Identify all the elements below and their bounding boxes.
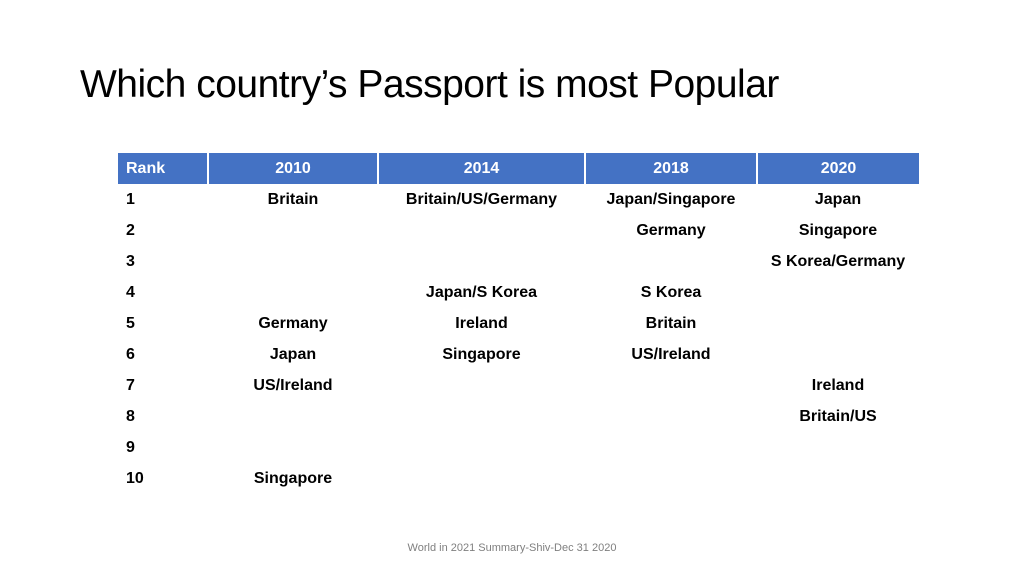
cell-2018: Japan/Singapore (606, 190, 736, 208)
table-row: 7 US/Ireland Ireland (118, 371, 919, 402)
table-row: 5 Germany Ireland Britain (118, 308, 919, 339)
cell-2010 (208, 433, 378, 464)
cell-2020 (757, 277, 919, 308)
cell-2020: Singapore (798, 221, 878, 239)
cell-2018: Britain (645, 314, 697, 332)
header-rank: Rank (118, 153, 209, 184)
table-row: 1 Britain Britain/US/Germany Japan/Singapor… (118, 184, 919, 215)
cell-2010: Britain (267, 190, 319, 208)
table-header: Rank 2010 2014 2018 2020 (118, 153, 919, 184)
cell-rank: 6 (126, 346, 135, 364)
cell-2020: Britain/US (799, 408, 877, 426)
cell-2014 (378, 371, 585, 402)
cell-2018 (585, 371, 757, 402)
cell-rank: 2 (126, 221, 135, 239)
slide-title: Which country’s Passport is most Popular (80, 63, 779, 106)
cell-2020 (757, 433, 919, 464)
cell-2010: Singapore (253, 470, 333, 488)
cell-2014: Britain/US/Germany (405, 190, 558, 208)
table-row: 2 Germany Singapore (118, 215, 919, 246)
cell-rank: 8 (126, 408, 135, 426)
cell-2014 (378, 402, 585, 433)
table-row: 4 Japan/S Korea S Korea (118, 277, 919, 308)
cell-2010 (208, 246, 378, 277)
cell-rank: 9 (126, 439, 135, 457)
cell-2020 (757, 339, 919, 370)
cell-2018: S Korea (640, 283, 702, 301)
table-row: 10 Singapore (118, 464, 919, 495)
cell-rank: 1 (126, 190, 135, 208)
header-2020: 2020 (757, 153, 919, 184)
cell-2010 (208, 402, 378, 433)
table-row: 9 (118, 433, 919, 464)
header-2010: 2010 (208, 153, 379, 184)
cell-2010: US/Ireland (253, 377, 333, 395)
slide-footer: World in 2021 Summary-Shiv-Dec 31 2020 (407, 542, 617, 554)
cell-2018 (585, 246, 757, 277)
cell-2014 (378, 464, 585, 495)
cell-2018 (585, 464, 757, 495)
cell-2020 (757, 464, 919, 495)
cell-2014: Singapore (442, 346, 521, 364)
header-row: Rank 2010 2014 2018 2020 (118, 153, 919, 184)
cell-2018: US/Ireland (631, 346, 711, 364)
header-2018: 2018 (585, 153, 758, 184)
cell-2010 (208, 215, 378, 246)
cell-2020 (757, 308, 919, 339)
cell-2014: Ireland (455, 314, 508, 332)
table-body: 1 Britain Britain/US/Germany Japan/Singapor… (118, 184, 919, 495)
cell-2014: Japan/S Korea (425, 283, 538, 301)
table-row: 3 S Korea/Germany (118, 246, 919, 277)
cell-2010: Japan (269, 346, 317, 364)
cell-2014 (378, 215, 585, 246)
table-row: 6 Japan Singapore US/Ireland (118, 339, 919, 370)
cell-2014 (378, 246, 585, 277)
cell-rank: 4 (126, 283, 135, 301)
cell-rank: 3 (126, 252, 135, 270)
cell-rank: 10 (126, 470, 144, 488)
cell-2018 (585, 402, 757, 433)
cell-2014 (378, 433, 585, 464)
cell-2020: Ireland (811, 377, 865, 395)
passport-ranking-table: Rank 2010 2014 2018 2020 1 Britain Britain… (118, 153, 919, 495)
cell-2020: Japan (814, 190, 862, 208)
cell-2018: Germany (636, 221, 706, 239)
table-row: 8 Britain/US (118, 402, 919, 433)
cell-2010 (208, 277, 378, 308)
cell-2010: Germany (258, 314, 328, 332)
cell-rank: 5 (126, 314, 135, 332)
cell-rank: 7 (126, 377, 135, 395)
cell-2020: S Korea/Germany (770, 252, 906, 270)
cell-2018 (585, 433, 757, 464)
header-2014: 2014 (378, 153, 586, 184)
